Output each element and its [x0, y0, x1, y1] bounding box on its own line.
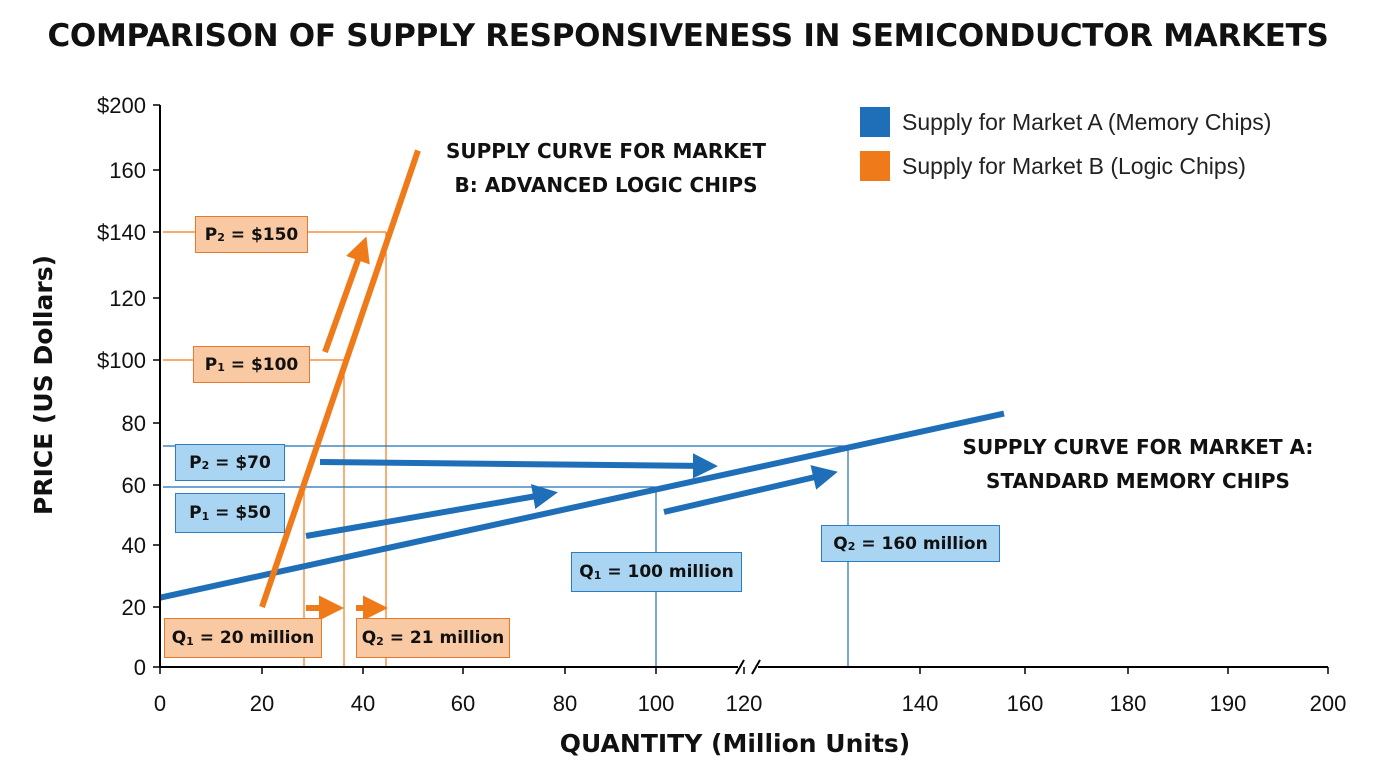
- box-a-q2-symbol: Q: [833, 533, 848, 554]
- y-tick-label: 0: [134, 655, 146, 680]
- supply-curve-series-market-b: [259, 149, 421, 608]
- arrow-a-price-right: [319, 453, 719, 479]
- box-b-q2-symbol: Q: [361, 628, 377, 648]
- x-axis-break-mark-1: [735, 659, 745, 675]
- box-b-q2-value: = 21 million: [383, 628, 505, 648]
- x-tick-label: 120: [726, 691, 763, 716]
- box-b-p2-symbol: P: [204, 224, 218, 245]
- x-tick-label: 200: [1310, 691, 1347, 716]
- legend: Supply for Market A (Memory Chips) Suppl…: [860, 100, 1271, 188]
- x-tick-label: 160: [1007, 691, 1044, 716]
- x-axis-title: QUANTITY (Million Units): [560, 729, 910, 758]
- curve-a-label-line2: STANDARD MEMORY CHIPS: [986, 469, 1290, 493]
- x-tick-label: 140: [902, 691, 939, 716]
- box-a-p2-subscript: 2: [201, 459, 210, 472]
- x-tick-label: 60: [451, 691, 475, 716]
- y-tick-label: 80: [122, 411, 146, 436]
- y-tick-label: $200: [97, 93, 146, 118]
- legend-item-market-b: Supply for Market B (Logic Chips): [860, 144, 1271, 188]
- y-tick-label: 160: [109, 158, 146, 183]
- x-tick-label: 100: [638, 691, 675, 716]
- box-a-q2-value: = 160 million: [855, 533, 988, 554]
- box-b-p1-subscript: 1: [217, 361, 225, 374]
- curve-a-label-line1: SUPPLY CURVE FOR MARKET A:: [962, 435, 1314, 459]
- legend-swatch-market-a: [860, 107, 890, 137]
- box-a-p1-value: = $50: [209, 503, 271, 523]
- y-tick-label: $140: [97, 220, 146, 245]
- supply-curve-series-market-a: [159, 410, 1005, 601]
- x-tick-label: 0: [154, 691, 166, 716]
- box-b-q2-subscript: 2: [376, 634, 384, 648]
- box-b-q1-symbol: Q: [171, 628, 187, 648]
- legend-label-market-a: Supply for Market A (Memory Chips): [902, 108, 1272, 135]
- x-tick-label: 180: [1110, 691, 1147, 716]
- y-tick-label: 40: [122, 533, 146, 558]
- box-a-p2-value: = $70: [209, 452, 271, 473]
- box-a-q2-subscript: 2: [847, 540, 856, 553]
- box-b-p1-value: = $100: [224, 354, 299, 375]
- legend-swatch-market-b: [860, 151, 890, 181]
- curve-b-label-line2: B: ADVANCED LOGIC CHIPS: [454, 173, 758, 197]
- box-a-p2-symbol: P: [189, 452, 202, 473]
- y-tick-label: 60: [122, 473, 146, 498]
- box-b-p2-value: = $150: [224, 224, 299, 245]
- y-tick-label: $100: [97, 348, 146, 373]
- arrow-a-lower-right: [305, 484, 558, 539]
- y-tick-label: 20: [122, 595, 146, 620]
- box-b-q1-subscript: 1: [186, 634, 194, 648]
- arrow-b-price-up: [322, 236, 370, 354]
- x-tick-label: 40: [351, 691, 375, 716]
- x-axis-break-mark-2: [751, 659, 761, 675]
- x-tick-label: 20: [250, 691, 274, 716]
- chart-title: COMPARISON OF SUPPLY RESPONSIVENESS IN S…: [47, 18, 1329, 54]
- legend-label-market-b: Supply for Market B (Logic Chips): [902, 152, 1246, 179]
- y-tick-label: 120: [109, 286, 146, 311]
- x-tick-label: 80: [553, 691, 577, 716]
- box-b-q1-value: = 20 million: [193, 628, 315, 648]
- arrow-a-upper-right: [663, 465, 838, 515]
- y-axis-title: PRICE (US Dollars): [29, 255, 58, 515]
- box-a-q1-symbol: Q: [579, 562, 594, 582]
- box-a-p1-symbol: P: [189, 503, 202, 523]
- box-b-p2-subscript: 2: [217, 231, 225, 244]
- box-a-q1-subscript: 1: [593, 568, 602, 582]
- box-a-p1-subscript: 1: [201, 509, 210, 523]
- curve-b-label: SUPPLY CURVE FOR MARKET B: ADVANCED LOGI…: [416, 134, 796, 202]
- curve-b-label-line1: SUPPLY CURVE FOR MARKET: [445, 139, 767, 163]
- curve-a-label: SUPPLY CURVE FOR MARKET A: STANDARD MEMO…: [928, 430, 1348, 498]
- legend-item-market-a: Supply for Market A (Memory Chips): [860, 100, 1271, 144]
- x-tick-label: 190: [1210, 691, 1247, 716]
- box-b-p1-symbol: P: [204, 354, 218, 375]
- box-a-q1-value: = 100 million: [601, 562, 734, 582]
